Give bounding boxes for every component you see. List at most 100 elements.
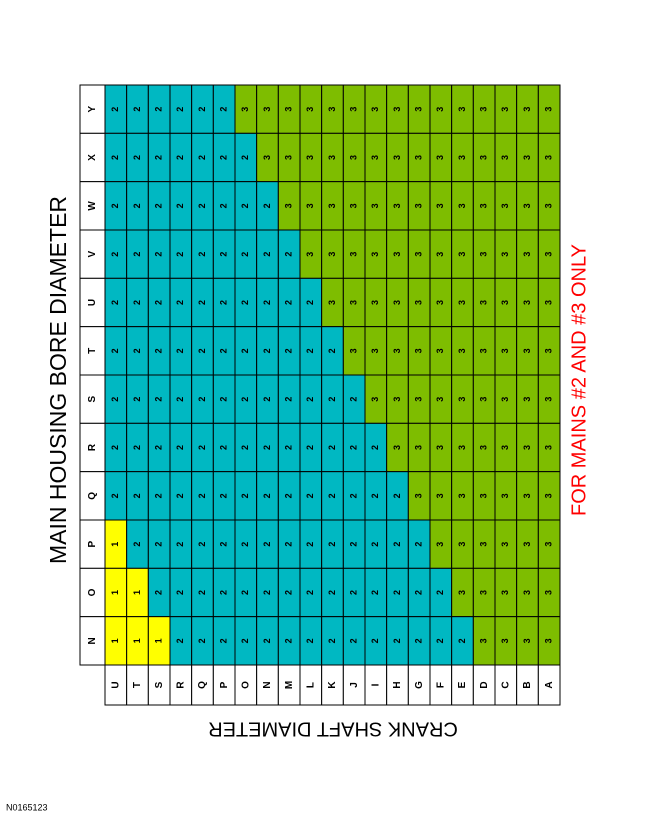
grade-value: 2 — [457, 638, 467, 643]
grade-value: 3 — [305, 252, 315, 257]
column-header: S — [154, 681, 165, 688]
grade-value: 2 — [154, 300, 164, 305]
grade-value: 3 — [500, 493, 510, 498]
grade-value: 2 — [219, 445, 229, 450]
grade-value: 3 — [522, 252, 532, 257]
column-header: C — [500, 681, 511, 688]
grade-value: 2 — [110, 397, 120, 402]
grade-value: 3 — [544, 493, 554, 498]
grade-value: 2 — [262, 252, 272, 257]
grade-value: 2 — [197, 590, 207, 595]
grade-value: 2 — [240, 445, 250, 450]
column-header: A — [544, 681, 555, 688]
grade-value: 2 — [132, 493, 142, 498]
grade-value: 3 — [392, 348, 402, 353]
grade-value: 2 — [284, 638, 294, 643]
grade-value: 2 — [327, 542, 337, 547]
grade-value: 2 — [197, 252, 207, 257]
grade-value: 2 — [327, 493, 337, 498]
grade-value: 2 — [154, 397, 164, 402]
row-header: N — [87, 637, 98, 644]
grade-value: 3 — [500, 638, 510, 643]
grade-value: 3 — [544, 590, 554, 595]
grade-value: 3 — [370, 397, 380, 402]
grade-value: 3 — [457, 542, 467, 547]
column-header: K — [327, 681, 338, 689]
row-header: W — [87, 201, 98, 211]
grade-value: 2 — [197, 107, 207, 112]
grade-value: 3 — [500, 445, 510, 450]
grade-value: 2 — [414, 638, 424, 643]
grade-value: 2 — [262, 542, 272, 547]
grade-value: 2 — [262, 300, 272, 305]
grade-value: 3 — [370, 348, 380, 353]
grade-value: 2 — [414, 542, 424, 547]
grade-value: 2 — [262, 638, 272, 643]
grade-value: 3 — [392, 445, 402, 450]
grade-value: 3 — [479, 107, 489, 112]
grade-value: 3 — [414, 107, 424, 112]
note: FOR MAINS #2 AND #3 ONLY — [568, 244, 590, 516]
grade-value: 1 — [110, 542, 120, 547]
grade-value: 3 — [414, 252, 424, 257]
grade-value: 3 — [500, 300, 510, 305]
grade-value: 2 — [175, 493, 185, 498]
grade-value: 3 — [522, 348, 532, 353]
grade-value: 3 — [414, 300, 424, 305]
grade-value: 1 — [110, 590, 120, 595]
grade-value: 2 — [284, 348, 294, 353]
row-header: P — [87, 541, 98, 548]
grade-value: 3 — [479, 397, 489, 402]
grade-value: 3 — [349, 107, 359, 112]
grade-value: 3 — [544, 638, 554, 643]
grade-value: 3 — [414, 203, 424, 208]
grade-value: 2 — [305, 638, 315, 643]
grade-value: 3 — [479, 203, 489, 208]
grade-value: 2 — [240, 252, 250, 257]
grade-value: 2 — [110, 493, 120, 498]
grade-value: 3 — [522, 397, 532, 402]
grade-value: 3 — [435, 155, 445, 160]
grade-value: 3 — [544, 300, 554, 305]
grade-value: 3 — [457, 155, 467, 160]
axis-label: CRANK SHAFT DIAMETER — [208, 718, 458, 740]
grade-value: 2 — [414, 590, 424, 595]
grade-value: 3 — [327, 107, 337, 112]
grade-value: 3 — [349, 348, 359, 353]
grade-value: 3 — [305, 155, 315, 160]
grade-value: 3 — [392, 155, 402, 160]
grade-value: 3 — [544, 542, 554, 547]
grade-value: 2 — [154, 445, 164, 450]
grade-value: 2 — [175, 203, 185, 208]
grade-value: 2 — [349, 445, 359, 450]
row-header: R — [87, 443, 98, 451]
column-header: E — [457, 681, 468, 688]
grade-value: 2 — [154, 252, 164, 257]
grade-value: 2 — [154, 542, 164, 547]
grade-value: 2 — [219, 348, 229, 353]
column-header: P — [219, 681, 230, 688]
grade-value: 2 — [110, 445, 120, 450]
grade-value: 3 — [305, 203, 315, 208]
row-header-cell — [79, 181, 106, 231]
grade-value: 3 — [240, 107, 250, 112]
grade-value: 2 — [197, 300, 207, 305]
grade-value: 2 — [349, 542, 359, 547]
grade-value: 3 — [414, 397, 424, 402]
grade-value: 2 — [284, 300, 294, 305]
grade-value: 2 — [305, 590, 315, 595]
grade-value: 2 — [175, 107, 185, 112]
grade-value: 3 — [262, 155, 272, 160]
grade-value: 2 — [327, 348, 337, 353]
grade-value: 3 — [392, 203, 402, 208]
grade-value: 3 — [457, 252, 467, 257]
grade-value: 3 — [305, 107, 315, 112]
grade-value: 2 — [262, 348, 272, 353]
grade-value: 3 — [435, 300, 445, 305]
grade-value: 2 — [197, 348, 207, 353]
grade-value: 3 — [522, 300, 532, 305]
grade-value: 2 — [175, 348, 185, 353]
grade-value: 2 — [197, 155, 207, 160]
column-header: G — [414, 681, 425, 689]
column-header: N — [262, 681, 273, 688]
